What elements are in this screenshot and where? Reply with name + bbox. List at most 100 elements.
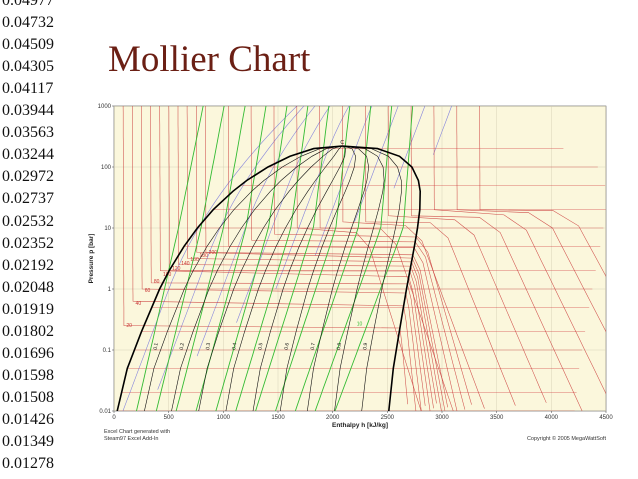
quality-line-0.3 <box>198 145 343 411</box>
x-tick-label-1: 500 <box>164 415 175 421</box>
isotherm-label-40: 40 <box>136 301 142 307</box>
isotherm-250 <box>228 106 458 411</box>
x-tick-label-5: 2500 <box>381 415 395 421</box>
isotherm-650 <box>410 106 583 411</box>
isentrope-6 <box>235 106 309 411</box>
left-number-15: 0.01919 <box>2 300 54 318</box>
left-number-6: 0.03944 <box>2 102 54 120</box>
y-axis-label: Pressure p [bar] <box>88 234 95 284</box>
isotherm-60 <box>141 106 422 411</box>
quality-line-0.6 <box>279 145 357 411</box>
isotherm-label-180: 180 <box>200 253 209 259</box>
slide-title: Mollier Chart <box>108 39 311 80</box>
isentrope-5 <box>215 106 288 411</box>
isotherm-400 <box>296 106 422 411</box>
left-number-5: 0.04117 <box>2 80 54 98</box>
isotherm-800 <box>479 106 606 277</box>
isochore-8 <box>393 106 426 189</box>
left-number-14: 0.02048 <box>2 278 54 296</box>
isentrope-7 <box>255 106 330 411</box>
y-tick-label-5: 1000 <box>98 104 112 110</box>
quality-label-0.5: 0.5 <box>257 342 264 350</box>
x-tick-label-3: 1500 <box>271 415 285 421</box>
isotherm-450 <box>319 106 454 411</box>
y-tick-label-2: 1 <box>108 287 112 293</box>
footer-generated-with: Excel Chart generated with <box>104 429 170 435</box>
left-number-11: 0.02532 <box>2 212 54 230</box>
isotherm-label-20: 20 <box>126 323 132 329</box>
y-tick-label-1: 0.1 <box>103 348 112 354</box>
quality-label-0.3: 0.3 <box>205 342 212 350</box>
quality-line-0.7 <box>306 145 370 411</box>
isotherm-label-120: 120 <box>172 266 181 272</box>
quality-label-0.4: 0.4 <box>231 342 238 350</box>
x-axis-label: Enthalpy h [kJ/kg] <box>332 422 388 429</box>
left-number-column: 0.04977 0.04732 0.04509 0.04305 0.04117 0.039… <box>0 0 80 479</box>
isentrope-11 <box>334 106 414 411</box>
saturated-vapor-line <box>342 145 422 411</box>
footer-copyright: Copyright © 2005 MegaWattSoft <box>527 435 607 442</box>
isotherm-350 <box>273 106 472 405</box>
isotherm-80 <box>150 106 426 406</box>
isotherm-550 <box>365 106 516 406</box>
left-number-19: 0.01508 <box>2 388 54 406</box>
quality-label-0.1: 0.1 <box>153 342 160 350</box>
left-number-16: 0.01802 <box>2 322 54 340</box>
quality-line-0.4 <box>225 145 343 411</box>
isentrope-9 <box>294 106 372 411</box>
isotherm-label-160: 160 <box>190 257 199 263</box>
left-number-7: 0.03563 <box>2 124 54 142</box>
left-number-4: 0.04305 <box>2 58 54 76</box>
left-number-3: 0.04509 <box>2 36 54 54</box>
x-tick-label-2: 1000 <box>217 415 231 421</box>
isotherm-100 <box>159 106 431 411</box>
y-tick-label-3: 10 <box>104 226 111 232</box>
left-number-13: 0.02192 <box>2 256 54 274</box>
isochore-6 <box>314 106 373 256</box>
saturated-liquid-line <box>116 145 343 411</box>
quality-line-0.5 <box>252 145 346 411</box>
isotherm-200 <box>205 106 448 408</box>
isentrope-3 <box>175 106 246 411</box>
isentrope-4 <box>195 106 267 411</box>
x-tick-label-9: 4500 <box>599 415 613 421</box>
left-number-2: 0.04732 <box>2 14 54 32</box>
isochore-3 <box>196 106 316 357</box>
isotherm-label-60: 60 <box>145 288 151 294</box>
left-number-18: 0.01598 <box>2 366 54 384</box>
isotherm-500 <box>342 106 485 409</box>
x-tick-label-0: 0 <box>112 415 116 421</box>
left-number-17: 0.01696 <box>2 344 54 362</box>
left-number-1: 0.04977 <box>2 0 54 9</box>
isotherm-20 <box>122 106 408 405</box>
mollier-chart: 20 40 60 80 100 120 140 160 180 200 10 0.1 0.2 0.3 0.4… <box>86 96 621 461</box>
left-number-12: 0.02352 <box>2 234 54 252</box>
isotherm-label-140: 140 <box>181 261 190 267</box>
isentrope-8 <box>275 106 351 411</box>
footer-addin-name: Steam97 Excel Add-In <box>104 436 158 442</box>
isotherm-750 <box>456 106 606 333</box>
quality-label-0.2: 0.2 <box>179 342 186 350</box>
x-tick-label-4: 2000 <box>326 415 340 421</box>
isotherm-label-200: 200 <box>209 250 218 256</box>
quality-line-0.1 <box>144 145 343 411</box>
left-number-21: 0.01349 <box>2 433 54 450</box>
isentrope-2 <box>155 106 225 411</box>
quality-label-0.6: 0.6 <box>284 342 291 350</box>
quality-label-0.9: 0.9 <box>362 342 369 350</box>
isotherm-160 <box>186 106 442 411</box>
quality-line-0.2 <box>171 145 343 411</box>
isotherm-120 <box>168 106 434 409</box>
x-tick-label-7: 3500 <box>490 415 504 421</box>
isotherm-600 <box>387 106 547 403</box>
quality-label-0.7: 0.7 <box>310 342 317 350</box>
quality-line-0.9 <box>342 145 402 411</box>
isentrope-1 <box>135 106 204 411</box>
isotherm-300 <box>250 106 466 410</box>
isotherm-140 <box>177 106 437 404</box>
y-tick-label-4: 100 <box>101 165 112 171</box>
quality-label-0.8: 0.8 <box>336 342 343 350</box>
left-number-8: 0.03244 <box>2 146 54 164</box>
